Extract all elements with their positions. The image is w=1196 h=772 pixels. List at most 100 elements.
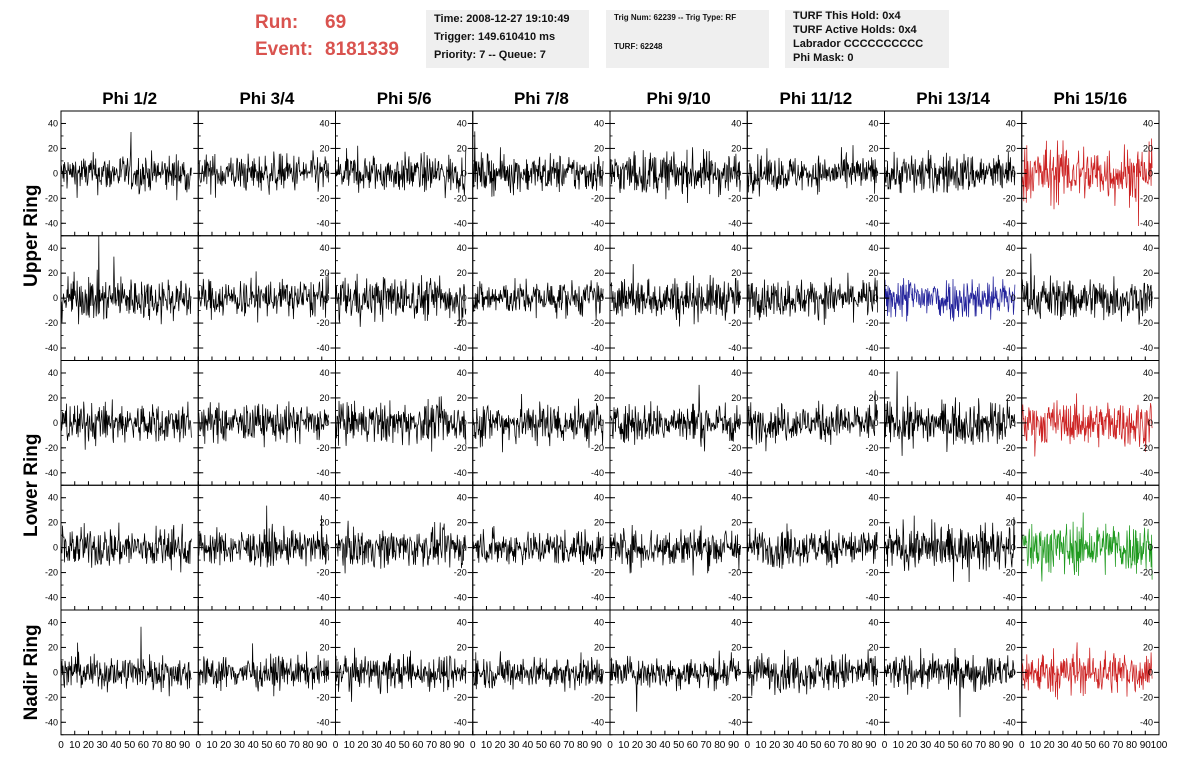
y-tick-label: 40 [457,243,467,253]
panel-r1-c2: -40 -20 0 20 40 [197,110,336,237]
x-tick-label: 90 [1140,740,1152,751]
y-tick-label: 40 [594,243,604,253]
panel-r1-c3: -40 -20 0 20 40 [335,110,474,237]
row-label-upper-ring: Upper Ring [21,185,42,287]
y-tick-label: 40 [731,118,741,128]
x-tick-label: 70 [563,740,575,751]
x-tick-label: 50 [124,740,136,751]
panel-r3-c2: -40 -20 0 20 40 [197,360,336,486]
y-tick-label: 20 [1143,393,1153,403]
waveform-trace [746,272,878,325]
turf-text: TURF: 62248 [614,42,663,51]
y-tick-label: -40 [865,593,878,603]
y-tick-label: 40 [457,368,467,378]
x-tick-label: 20 [357,740,369,751]
waveform-trace [197,401,329,448]
y-tick-label: -20 [1140,193,1153,203]
x-tick-label: 10 [344,740,356,751]
x-tick-label: 10 [1030,740,1042,751]
y-tick-label: -40 [1140,468,1153,478]
y-tick-label: 20 [48,393,58,403]
x-tick-label: 90 [453,740,465,751]
y-tick-label: -40 [1140,343,1153,353]
x-tick-label: 80 [440,740,452,751]
waveform-trace [747,649,878,696]
y-tick-label: -20 [1140,318,1153,328]
x-tick-label: 40 [797,740,809,751]
x-tick-label: 90 [179,740,191,751]
y-tick-label: 20 [319,642,329,652]
x-tick-label: 20 [1044,740,1056,751]
x-tick-label: 60 [687,740,699,751]
waveform-trace [1021,253,1153,325]
y-tick-label: 40 [868,493,878,503]
x-tick-label: 60 [275,740,287,751]
y-tick-label: -20 [454,568,467,578]
turf-active-holds-text: TURF Active Holds: 0x4 [793,24,917,36]
x-tick-label: 30 [920,740,932,751]
y-tick-label: -20 [1003,193,1016,203]
panel-r3-c6: -40 -20 0 20 40 [746,360,885,486]
x-tick-label: 40 [248,740,260,751]
x-tick-label: 10 [755,740,767,751]
y-tick-label: 20 [594,518,604,528]
x-tick-label: 50 [1085,740,1097,751]
y-tick-label: -20 [1140,568,1153,578]
waveform-trace [335,145,467,199]
waveform-trace [60,522,192,573]
y-tick-label: 0 [1148,418,1153,428]
y-tick-label: 20 [731,642,741,652]
waveform-trace [1021,393,1153,457]
event-header: Run: 69 Event: 8181339 Time: 2008-12-27 … [0,0,1196,80]
y-tick-label: -20 [591,443,604,453]
panel-r2-c2: -40 -20 0 20 40 [197,235,336,361]
y-tick-label: -20 [728,318,741,328]
y-tick-label: 0 [1011,293,1016,303]
x-tick-label: 70 [426,740,438,751]
y-tick-label: 20 [457,268,467,278]
y-tick-label: 20 [594,143,604,153]
y-tick-label: 40 [731,617,741,627]
y-tick-label: 40 [319,368,329,378]
y-tick-label: -20 [1003,568,1016,578]
y-tick-label: 40 [319,493,329,503]
panel-r1-c1: -40 -20 0 20 40 [45,110,199,237]
y-tick-label: -20 [45,568,58,578]
x-tick-label: 50 [399,740,411,751]
time-text: Time: 2008-12-27 19:10:49 [434,13,570,25]
y-tick-label: -20 [728,692,741,702]
y-tick-label: 40 [1006,243,1016,253]
y-tick-label: -40 [728,593,741,603]
y-tick-label: -20 [1003,692,1016,702]
y-tick-label: -40 [591,468,604,478]
waveform-trace [472,131,604,197]
y-tick-label: 40 [1006,493,1016,503]
x-tick-label: 40 [110,740,122,751]
y-tick-label: 0 [53,168,58,178]
waveform-trace [884,647,1016,718]
y-tick-label: 20 [731,518,741,528]
column-label-phi-9-10: Phi 9/10 [646,89,710,108]
x-tick-label: 90 [728,740,740,751]
y-tick-label: -40 [1140,218,1153,228]
phi-mask-text: Phi Mask: 0 [793,52,854,64]
y-tick-label: -20 [316,193,329,203]
panel-r1-c7: -40 -20 0 20 40 [884,110,1023,237]
panel-r3-c1: -40 -20 0 20 40 [45,360,199,486]
y-tick-label: 20 [1143,268,1153,278]
panel-r2-c4: -40 -20 0 20 40 [472,235,611,361]
waveform-trace [60,399,192,450]
panel-r3-c4: -40 -20 0 20 40 [472,360,611,486]
panel-r4-c1: -40 -20 0 20 40 [45,484,199,611]
y-tick-label: -40 [316,468,329,478]
y-tick-label: -20 [728,193,741,203]
x-tick-label: 50 [261,740,273,751]
panel-r1-c6: -40 -20 0 20 40 [746,110,885,237]
waveform-trace [472,278,604,320]
y-tick-label: 40 [48,118,58,128]
x-tick-label: 80 [851,740,863,751]
y-tick-label: -20 [728,568,741,578]
y-tick-label: 40 [1006,617,1016,627]
y-tick-label: 40 [48,243,58,253]
x-tick-label: 0 [607,740,613,751]
